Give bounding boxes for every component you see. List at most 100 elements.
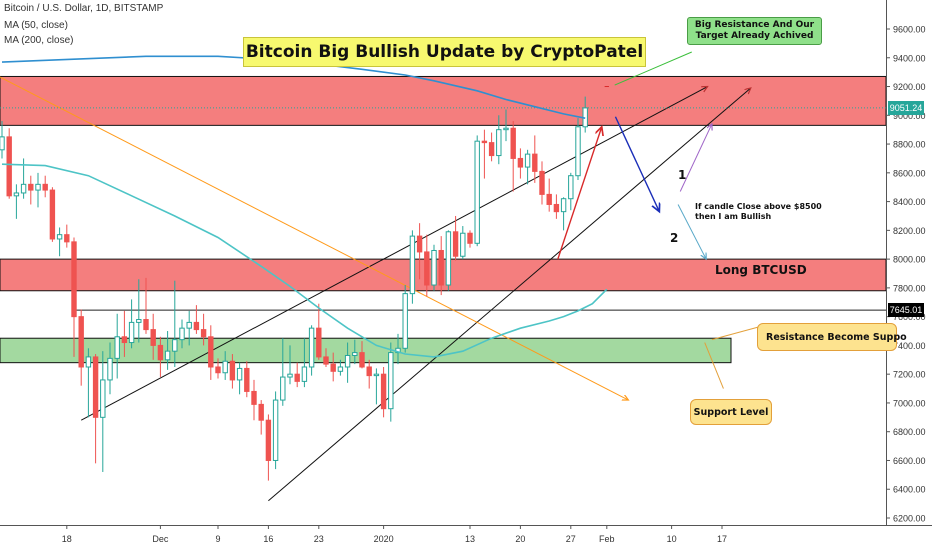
candle	[229, 354, 236, 389]
candle	[85, 348, 92, 418]
candle-body	[236, 367, 243, 381]
candle-body	[92, 356, 99, 418]
green-callout-pointer	[614, 51, 692, 86]
candle-body	[56, 234, 63, 240]
candle-body	[287, 373, 293, 378]
candle	[460, 226, 466, 260]
time-tick-label: 2020	[374, 534, 394, 544]
candle	[568, 172, 574, 211]
candle-body	[200, 329, 207, 338]
candle-body	[42, 183, 48, 191]
candle-body	[229, 360, 236, 381]
candle-body	[460, 232, 466, 257]
candle-body	[438, 249, 444, 286]
price-tick-label: 6400.00	[893, 485, 926, 495]
price-tick-label: 8400.00	[893, 197, 926, 207]
candle-body	[359, 352, 365, 368]
candle	[316, 303, 322, 360]
candle-body	[308, 327, 315, 368]
candle	[56, 227, 63, 257]
candle-body	[64, 234, 70, 243]
candle-body	[215, 366, 221, 374]
candle	[416, 223, 423, 280]
candle-body	[330, 363, 336, 372]
candle	[445, 230, 452, 291]
candle	[409, 230, 416, 304]
candle-body	[0, 136, 5, 151]
purple-projection-arrow	[679, 124, 712, 192]
candle-body	[78, 316, 84, 368]
candle	[575, 118, 581, 181]
price-tick-label: 6800.00	[893, 427, 926, 437]
long-btcusd-label: Long BTCUSD	[715, 263, 807, 277]
candle	[186, 310, 192, 346]
candle-body	[13, 192, 20, 197]
candle	[380, 366, 387, 418]
candle	[359, 341, 365, 369]
candle-body	[107, 357, 113, 381]
candle	[539, 161, 545, 205]
price-tick-label: 8600.00	[893, 168, 926, 178]
candle	[172, 280, 178, 367]
support-level-callout: Support Level	[690, 399, 772, 425]
blue-correction-arrow	[614, 116, 659, 212]
candle-body	[575, 126, 581, 177]
candle-body	[128, 321, 135, 344]
candle	[272, 391, 279, 470]
candle	[517, 148, 524, 179]
candle-body	[539, 170, 545, 195]
ma200-legend: MA (200, close)	[4, 35, 74, 46]
candle-body	[265, 419, 272, 461]
support-pointer	[704, 342, 724, 389]
candle	[366, 359, 372, 389]
candle-body	[179, 327, 185, 341]
candle-body	[6, 136, 12, 197]
candle	[323, 348, 329, 367]
price-tick-label: 9000.00	[893, 111, 926, 121]
candle	[208, 325, 214, 380]
candle	[294, 362, 300, 388]
candle-body	[402, 293, 408, 349]
bullish-note-line1: If candle Close above $8500	[695, 202, 822, 211]
candle	[164, 331, 171, 370]
candle	[337, 359, 344, 376]
candle	[64, 224, 70, 248]
bullish-note-line2: then I am Bullish	[695, 212, 772, 221]
candle-body	[553, 203, 560, 213]
candle-body	[193, 321, 200, 331]
candle	[143, 277, 149, 334]
candle-body	[301, 366, 308, 382]
candle	[265, 414, 272, 481]
candle-body	[316, 327, 322, 358]
candle	[28, 175, 34, 205]
candle	[107, 342, 113, 395]
candle-body	[222, 360, 228, 374]
candle-body	[143, 319, 149, 331]
candle	[49, 187, 56, 242]
candle	[488, 132, 495, 162]
candle	[474, 135, 480, 247]
candle	[35, 172, 41, 208]
candle-body	[337, 366, 344, 372]
last-price-tag: 9051.24	[888, 100, 924, 115]
candle	[179, 319, 185, 349]
candle-body	[467, 232, 473, 244]
candle-body	[157, 344, 164, 361]
candle	[496, 115, 502, 165]
candle-body	[373, 373, 380, 377]
candle	[553, 194, 560, 219]
price-tick-label: 6200.00	[893, 514, 926, 524]
candle	[42, 175, 48, 198]
resistance-support-pointer	[711, 326, 760, 341]
ma200-line	[1, 55, 586, 119]
candle-body	[524, 153, 531, 168]
candle-body	[481, 140, 488, 144]
resistance-callout: Big Resistance And Our Target Already Ac…	[687, 17, 822, 45]
time-tick-label: 18	[62, 534, 72, 544]
candle	[402, 285, 408, 353]
title-banner: Bitcoin Big Bullish Update by CryptoPate…	[243, 37, 646, 67]
candle-body	[323, 356, 329, 365]
time-tick-label: Dec	[152, 534, 169, 544]
candle	[301, 338, 308, 388]
